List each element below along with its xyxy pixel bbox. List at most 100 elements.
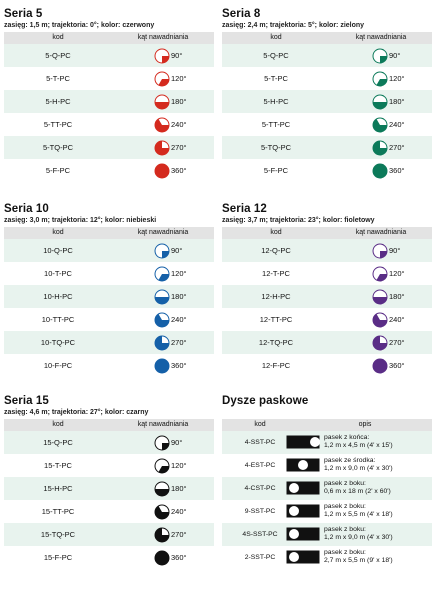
angle-value: 120° xyxy=(171,461,187,470)
angle-cell: 90° xyxy=(154,239,182,262)
angle-cell: 240° xyxy=(372,308,405,331)
table-row: 5-Q-PC 90° xyxy=(4,44,214,67)
strip-row: 4-EST-PC pasek ze środka: 1,2 m x 9,0 m (4… xyxy=(222,454,432,477)
nozzle-code: 5-TT-PC xyxy=(261,120,291,129)
strip-side-icon xyxy=(286,527,320,543)
strip-row: 9-SST-PC pasek z boku: 1,2 m x 5,5 m (4' x… xyxy=(222,500,432,523)
nozzle-code: 10-Q-PC xyxy=(43,246,73,255)
angle-value: 180° xyxy=(389,292,405,301)
table-row: 12-Q-PC 90° xyxy=(222,239,432,262)
coverage-pie-icon xyxy=(154,266,170,281)
angle-cell: 120° xyxy=(154,67,187,90)
angle-cell: 120° xyxy=(372,262,405,285)
nozzle-code: 15-TQ-PC xyxy=(40,530,76,539)
coverage-pie-icon xyxy=(154,140,170,155)
nozzle-code: 12-TT-PC xyxy=(259,315,293,324)
coverage-pie-icon xyxy=(154,481,170,496)
coverage-pie-icon xyxy=(372,266,388,281)
coverage-pie-icon xyxy=(372,163,388,178)
col-kat: kąt nawadniania xyxy=(137,34,189,41)
strip-desc-line1: pasek z boku: xyxy=(324,480,366,487)
strip-desc-line1: pasek ze środka: xyxy=(324,457,376,464)
table-row: 15-T-PC 120° xyxy=(4,454,214,477)
strip-desc-line2: 0,6 m x 18 m (2' x 60') xyxy=(324,488,391,495)
strip-code: 4-SST-PC xyxy=(244,439,276,446)
coverage-pie-icon xyxy=(372,117,388,132)
coverage-pie-icon xyxy=(154,435,170,450)
col-kat: kąt nawadniania xyxy=(355,34,407,41)
col-opis: opis xyxy=(358,421,372,428)
strip-row: 4S-SST-PC pasek z boku: 1,2 m x 9,0 m (4' … xyxy=(222,523,432,546)
coverage-pie-icon xyxy=(372,358,388,373)
table-row: 15-TQ-PC 270° xyxy=(4,523,214,546)
table-row: 12-T-PC 120° xyxy=(222,262,432,285)
angle-value: 360° xyxy=(171,553,187,562)
table-row: 10-Q-PC 90° xyxy=(4,239,214,262)
table-row: 5-T-PC 120° xyxy=(4,67,214,90)
strip-desc-line2: 1,2 m x 9,0 m (4' x 30') xyxy=(324,534,393,541)
series-subtitle: zasięg: 2,4 m; trajektoria: 5°; kolor: z… xyxy=(222,22,365,29)
strip-desc-line2: 1,2 m x 4,5 m (4' x 15') xyxy=(324,442,393,449)
series-subtitle: zasięg: 1,5 m; trajektoria: 0°; kolor: c… xyxy=(4,22,155,29)
coverage-pie-icon xyxy=(154,71,170,86)
strip-side-icon xyxy=(286,550,320,566)
angle-value: 90° xyxy=(389,51,401,60)
series-title: Seria 10 xyxy=(4,203,49,215)
angle-value: 270° xyxy=(389,143,405,152)
nozzle-code: 5-F-PC xyxy=(45,166,71,175)
angle-value: 120° xyxy=(389,74,405,83)
table-row: 10-TT-PC 240° xyxy=(4,308,214,331)
table-row: 15-Q-PC 90° xyxy=(4,431,214,454)
coverage-pie-icon xyxy=(154,504,170,519)
table-row: 15-TT-PC 240° xyxy=(4,500,214,523)
nozzle-code: 10-TQ-PC xyxy=(40,338,76,347)
angle-value: 270° xyxy=(171,143,187,152)
angle-value: 240° xyxy=(171,507,187,516)
angle-cell: 240° xyxy=(154,113,187,136)
nozzle-code: 5-T-PC xyxy=(46,74,70,83)
nozzle-code: 12-F-PC xyxy=(261,361,291,370)
nozzle-code: 15-T-PC xyxy=(44,461,72,470)
strip-end-icon xyxy=(286,435,320,451)
series-title: Seria 15 xyxy=(4,395,49,407)
col-kod: kod xyxy=(270,229,282,236)
table-row: 5-H-PC 180° xyxy=(222,90,432,113)
angle-cell: 270° xyxy=(154,136,187,159)
nozzle-code: 5-TQ-PC xyxy=(43,143,73,152)
series-title: Seria 5 xyxy=(4,8,43,20)
angle-cell: 360° xyxy=(372,354,405,377)
angle-cell: 180° xyxy=(372,90,405,113)
angle-value: 240° xyxy=(389,120,405,129)
angle-value: 180° xyxy=(389,97,405,106)
strip-description: pasek z boku: 2,7 m x 5,5 m (9' x 18') xyxy=(324,549,393,565)
angle-value: 180° xyxy=(171,97,187,106)
angle-value: 120° xyxy=(389,269,405,278)
angle-value: 360° xyxy=(389,361,405,370)
strip-desc-line1: pasek z boku: xyxy=(324,549,366,556)
angle-value: 360° xyxy=(389,166,405,175)
angle-value: 120° xyxy=(171,269,187,278)
col-kod: kod xyxy=(52,34,64,41)
strip-desc-line1: pasek z boku: xyxy=(324,503,366,510)
angle-value: 90° xyxy=(171,51,183,60)
series-subtitle: zasięg: 3,0 m; trajektoria: 12°; kolor: … xyxy=(4,217,157,224)
angle-cell: 240° xyxy=(372,113,405,136)
table-row: 15-H-PC 180° xyxy=(4,477,214,500)
strip-row: 4-SST-PC pasek z końca: 1,2 m x 4,5 m (4' … xyxy=(222,431,432,454)
nozzle-code: 10-TT-PC xyxy=(41,315,75,324)
nozzle-code: 12-T-PC xyxy=(262,269,290,278)
angle-value: 240° xyxy=(389,315,405,324)
table-header: kod kąt nawadniania xyxy=(222,32,432,44)
strip-title: Dysze paskowe xyxy=(222,395,309,407)
nozzle-code: 15-TT-PC xyxy=(41,507,75,516)
angle-cell: 360° xyxy=(372,159,405,182)
angle-cell: 90° xyxy=(372,239,400,262)
strip-description: pasek z boku: 1,2 m x 5,5 m (4' x 18') xyxy=(324,503,393,519)
strip-desc-line2: 2,7 m x 5,5 m (9' x 18') xyxy=(324,557,393,564)
nozzle-code: 5-T-PC xyxy=(264,74,288,83)
col-kat: kąt nawadniania xyxy=(137,229,189,236)
nozzle-code: 5-Q-PC xyxy=(263,51,289,60)
angle-cell: 270° xyxy=(372,136,405,159)
strip-code: 9-SST-PC xyxy=(244,508,276,515)
strip-code: 4-EST-PC xyxy=(244,462,276,469)
